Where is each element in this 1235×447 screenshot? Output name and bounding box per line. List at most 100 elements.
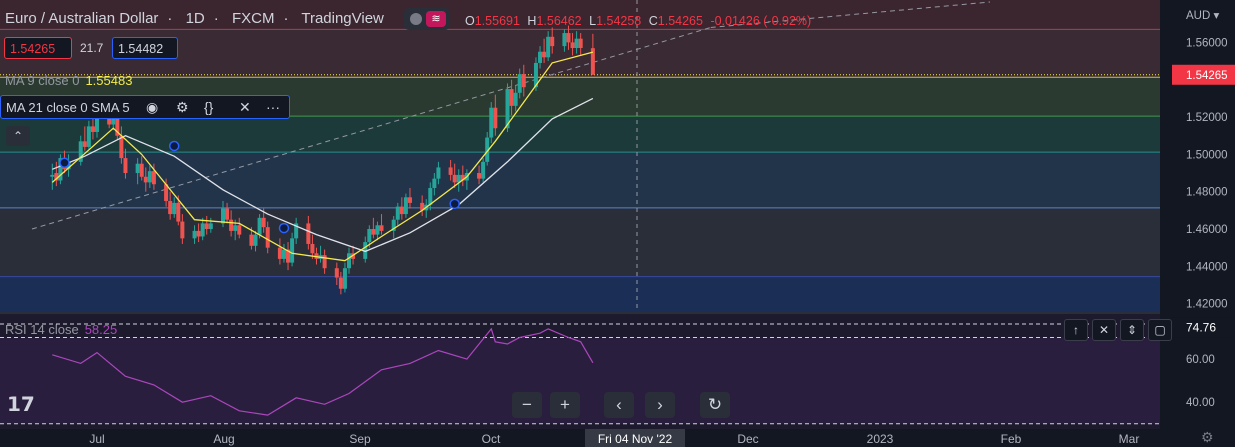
candle-body [281, 249, 286, 259]
visibility-toggle[interactable]: ≋ [404, 8, 450, 30]
close-icon[interactable]: ✕ [239, 99, 251, 115]
ma-cross-marker [278, 222, 290, 234]
candle-body [538, 51, 543, 63]
candle-body [172, 202, 177, 215]
price-tick-label: 1.44000 [1186, 261, 1228, 273]
exchange: FXCM [231, 10, 275, 27]
moving-averages [51, 51, 594, 262]
separator-dot: · [283, 10, 289, 27]
candle-body [542, 51, 547, 58]
time-tick-label: Oct [482, 432, 501, 446]
candle-body [143, 176, 148, 183]
candle-body [342, 268, 347, 289]
time-axis[interactable]: Jul Aug Sep Oct Dec 2023 Feb Mar Fri 04 Nov '22 [0, 429, 1235, 447]
move-pane-up-icon[interactable]: ↑ [1064, 319, 1088, 341]
ma9-legend[interactable]: MA 9 close 0 1.55483 [5, 73, 132, 88]
ma9-value: 1.55483 [85, 73, 133, 88]
candle-body [249, 234, 254, 246]
candle-body [452, 174, 457, 183]
candle-body [403, 197, 408, 215]
candle-body [253, 234, 258, 246]
candle-body [546, 36, 551, 58]
candle-body [82, 141, 87, 147]
candle-body [338, 277, 343, 289]
close-pane-icon[interactable]: ✕ [1092, 319, 1116, 341]
eye-icon[interactable]: ◉ [146, 99, 159, 115]
candle-body [95, 111, 99, 132]
candle-body [505, 89, 510, 129]
open-value: 1.55691 [474, 14, 520, 28]
eye-icon[interactable] [410, 13, 422, 25]
price-tick-label: 1.46000 [1186, 224, 1228, 236]
time-tick-label: Sep [349, 432, 371, 446]
reset-chart-button[interactable]: ↻ [700, 392, 730, 418]
candle-body [180, 221, 185, 239]
candle-body [481, 161, 486, 179]
zoom-in-button[interactable]: + [550, 392, 580, 418]
trendline-segment[interactable] [31, 26, 711, 230]
symbol-name[interactable]: Euro / Australian Dollar [5, 10, 159, 27]
candle-body [237, 225, 242, 235]
price-scale[interactable]: AUD ▾1.560001.540001.520001.500001.48000… [1160, 0, 1235, 447]
rsi-value: 58.25 [84, 322, 118, 337]
candle-body [192, 230, 197, 239]
candle-body [574, 38, 579, 48]
tradingview-logo-icon[interactable]: 𝟭𝟳 [7, 394, 35, 416]
collapse-pane-icon[interactable]: ⇕ [1120, 319, 1144, 341]
candle-body [460, 174, 465, 181]
close-value: 1.54265 [657, 14, 703, 28]
candle-body [334, 268, 339, 278]
maximize-pane-icon[interactable]: ▢ [1148, 319, 1172, 341]
candle-body [310, 243, 315, 254]
change-value: -0.01426 (-0.92%) [710, 14, 812, 28]
collapse-legend-button[interactable]: ⌃ [6, 126, 30, 146]
time-tick-label: 2023 [867, 432, 894, 446]
candle-body [375, 225, 380, 235]
time-tick-label: Mar [1119, 432, 1140, 446]
candle-body [420, 202, 425, 211]
candle-body [533, 62, 538, 88]
more-icon[interactable]: ··· [266, 99, 280, 115]
currency-label[interactable]: AUD ▾ [1186, 10, 1219, 22]
candle-body [164, 184, 169, 202]
candle-body [379, 225, 384, 231]
sell-button[interactable]: 1.54265 [4, 37, 72, 59]
candle-body [578, 38, 583, 48]
rsi-line [52, 327, 594, 416]
candle-body [322, 255, 327, 269]
market-closed-icon[interactable]: ≋ [426, 11, 446, 27]
source-code-icon[interactable]: {} [204, 99, 214, 115]
candle-body [517, 74, 522, 93]
candle-body [570, 42, 575, 48]
trendline[interactable] [31, 0, 991, 428]
interval[interactable]: 1D [185, 10, 205, 27]
candle-body [513, 92, 518, 106]
price-tick-label: 1.50000 [1186, 149, 1228, 161]
buy-button[interactable]: 1.54482 [112, 37, 178, 59]
candle-body [432, 178, 437, 188]
scroll-left-button[interactable]: ‹ [604, 392, 634, 418]
candle-body [294, 223, 299, 239]
price-tick-label: 1.48000 [1186, 187, 1228, 199]
scroll-right-button[interactable]: › [645, 392, 675, 418]
candle-body [265, 227, 270, 248]
candle-body [562, 33, 567, 47]
ma21-legend[interactable]: MA 21 close 0 SMA 5 ◉ ⚙ {} ✕ ··· [0, 95, 290, 119]
separator-dot: · [213, 10, 219, 27]
candle-body [509, 89, 514, 106]
high-label: H [527, 14, 537, 28]
zoom-out-button[interactable]: − [512, 392, 542, 418]
symbol-header: Euro / Australian Dollar · 1D · FXCM · Trad… [5, 10, 393, 27]
time-axis-settings-icon[interactable]: ⚙ [1201, 429, 1214, 445]
candle-body [493, 107, 498, 129]
price-band [0, 152, 1160, 208]
candle-body [225, 208, 230, 220]
candle-body [86, 126, 91, 147]
gear-icon[interactable]: ⚙ [176, 99, 189, 115]
candle-body [78, 141, 83, 162]
candle-body [371, 229, 376, 235]
ma9-line [51, 51, 594, 262]
candle-body [286, 249, 291, 263]
rsi-legend[interactable]: RSI 14 close 58.25 [5, 322, 117, 337]
